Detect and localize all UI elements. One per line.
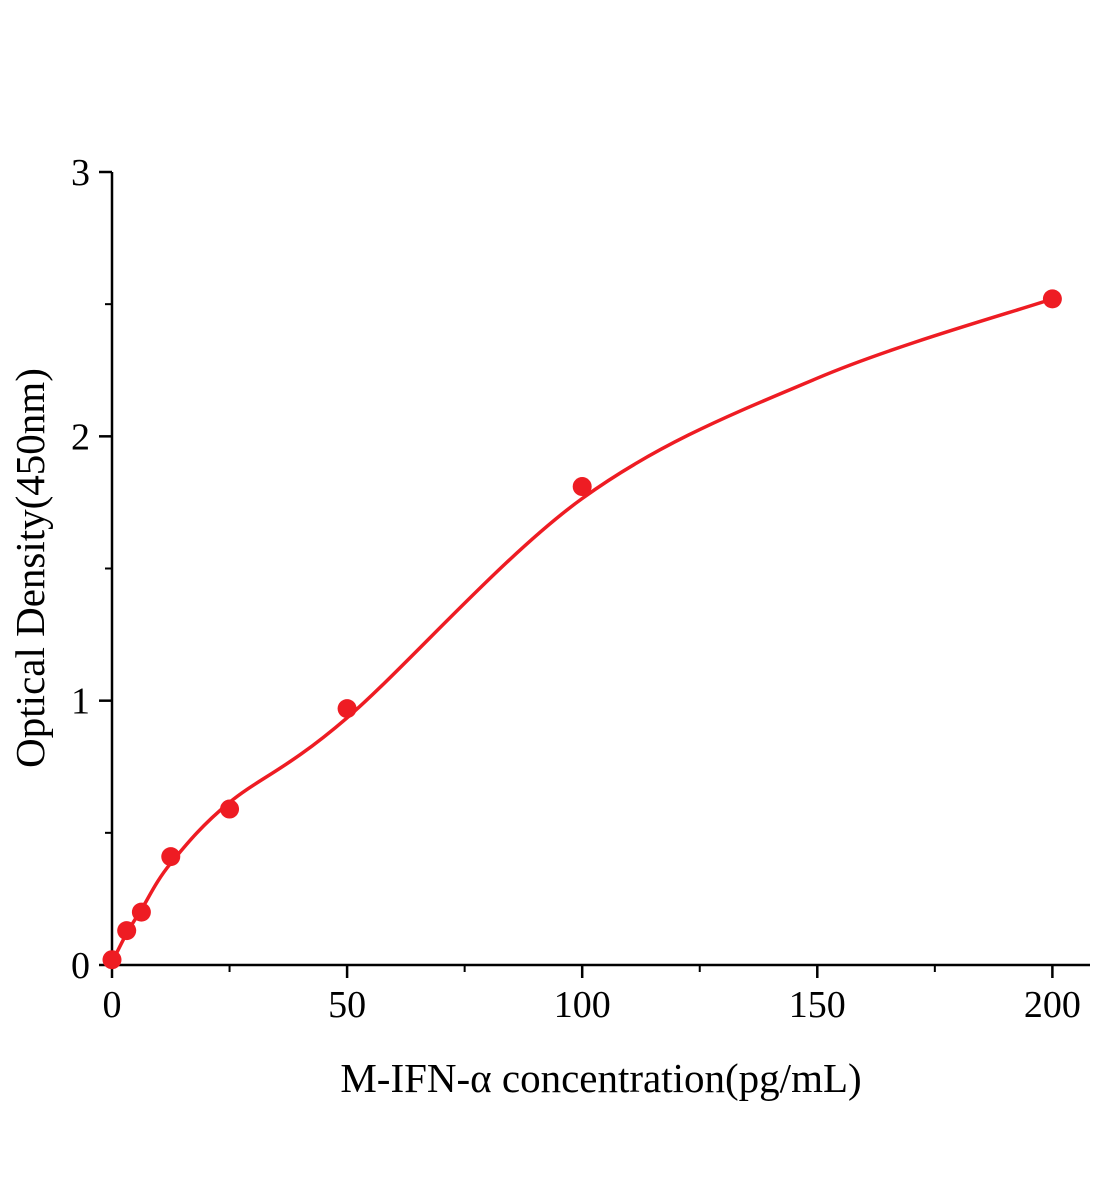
x-tick-label: 50 <box>328 984 366 1026</box>
y-tick-label: 1 <box>71 681 90 723</box>
x-tick-label: 100 <box>554 984 611 1026</box>
x-tick-label: 200 <box>1024 984 1081 1026</box>
fitted-curve <box>110 297 1055 965</box>
data-point <box>161 847 181 867</box>
x-axis-label: M-IFN-α concentration(pg/mL) <box>340 1055 861 1101</box>
y-tick-label: 3 <box>71 152 90 194</box>
data-point <box>220 799 240 819</box>
plot-area: 0 50 100 150 200 0 1 2 3 <box>71 152 1090 1026</box>
x-tick-label: 0 <box>103 984 122 1026</box>
y-axis-label: Optical Density(450nm) <box>7 368 53 768</box>
data-point <box>1042 289 1062 309</box>
data-point <box>131 902 151 922</box>
y-tick-label: 2 <box>71 416 90 458</box>
y-tick-label: 0 <box>71 945 90 987</box>
data-point <box>117 921 137 941</box>
data-point <box>102 950 122 970</box>
data-point <box>337 699 357 719</box>
data-point <box>572 477 592 497</box>
x-tick-label: 150 <box>789 984 846 1026</box>
